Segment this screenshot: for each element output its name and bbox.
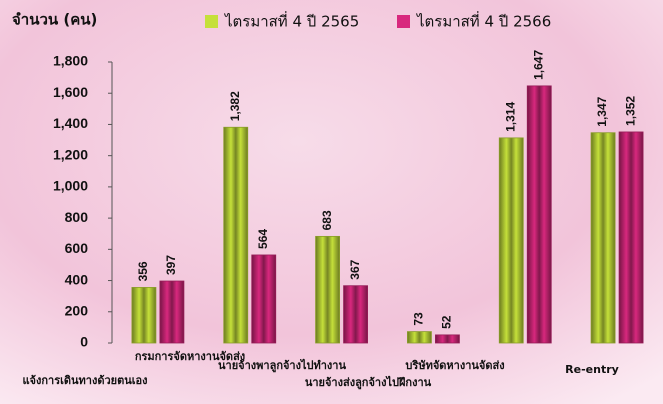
bar	[590, 132, 616, 344]
y-tick-label: 1,400	[53, 115, 88, 131]
y-axis-label: จำนวน (คน)	[12, 11, 97, 29]
value-label: 683	[320, 210, 334, 230]
value-label: 564	[256, 229, 270, 249]
legend-swatch	[205, 15, 218, 28]
value-label: 1,647	[531, 50, 545, 80]
bar	[159, 280, 185, 344]
y-tick-label: 400	[65, 271, 89, 287]
legend-label: ไตรมาสที่ 4 ปี 2565	[224, 11, 359, 31]
bar	[131, 287, 157, 344]
x-tick-label: บริษัทจัดหางานจัดส่ง	[405, 359, 504, 372]
value-label: 367	[348, 259, 362, 279]
bar	[223, 126, 249, 344]
value-label: 397	[164, 255, 178, 275]
y-tick-label: 0	[80, 334, 88, 350]
bar	[526, 85, 552, 344]
value-label: 1,347	[595, 96, 609, 126]
bar	[618, 131, 644, 344]
y-tick-label: 600	[65, 240, 89, 256]
bar	[315, 235, 340, 344]
x-tick-label: Re-entry	[565, 363, 619, 376]
bar	[435, 334, 460, 344]
bar	[407, 331, 432, 344]
value-label: 356	[136, 261, 150, 281]
y-tick-label: 1,000	[53, 178, 88, 194]
y-tick-label: 800	[65, 209, 89, 225]
value-label: 1,382	[228, 91, 242, 121]
y-tick-label: 1,200	[53, 146, 88, 162]
value-label: 52	[440, 315, 454, 329]
y-tick-label: 1,800	[53, 53, 88, 69]
x-tick-label: นายจ้างพาลูกจ้างไปทำงาน	[218, 358, 346, 373]
legend-swatch	[397, 15, 410, 28]
bar	[498, 137, 524, 344]
bar	[343, 285, 368, 344]
x-tick-label: แจ้งการเดินทางด้วยตนเอง	[22, 374, 147, 387]
value-label: 73	[412, 312, 426, 326]
x-tick-label: กรมการจัดหางานจัดส่ง	[135, 350, 245, 363]
y-tick-label: 1,600	[53, 84, 88, 100]
x-tick-label: นายจ้างส่งลูกจ้างไปฝึกงาน	[305, 375, 432, 390]
legend-label: ไตรมาสที่ 4 ปี 2566	[416, 11, 551, 31]
value-label: 1,352	[623, 96, 637, 126]
bar	[251, 254, 277, 344]
y-tick-label: 200	[65, 302, 89, 318]
value-label: 1,314	[503, 102, 517, 132]
